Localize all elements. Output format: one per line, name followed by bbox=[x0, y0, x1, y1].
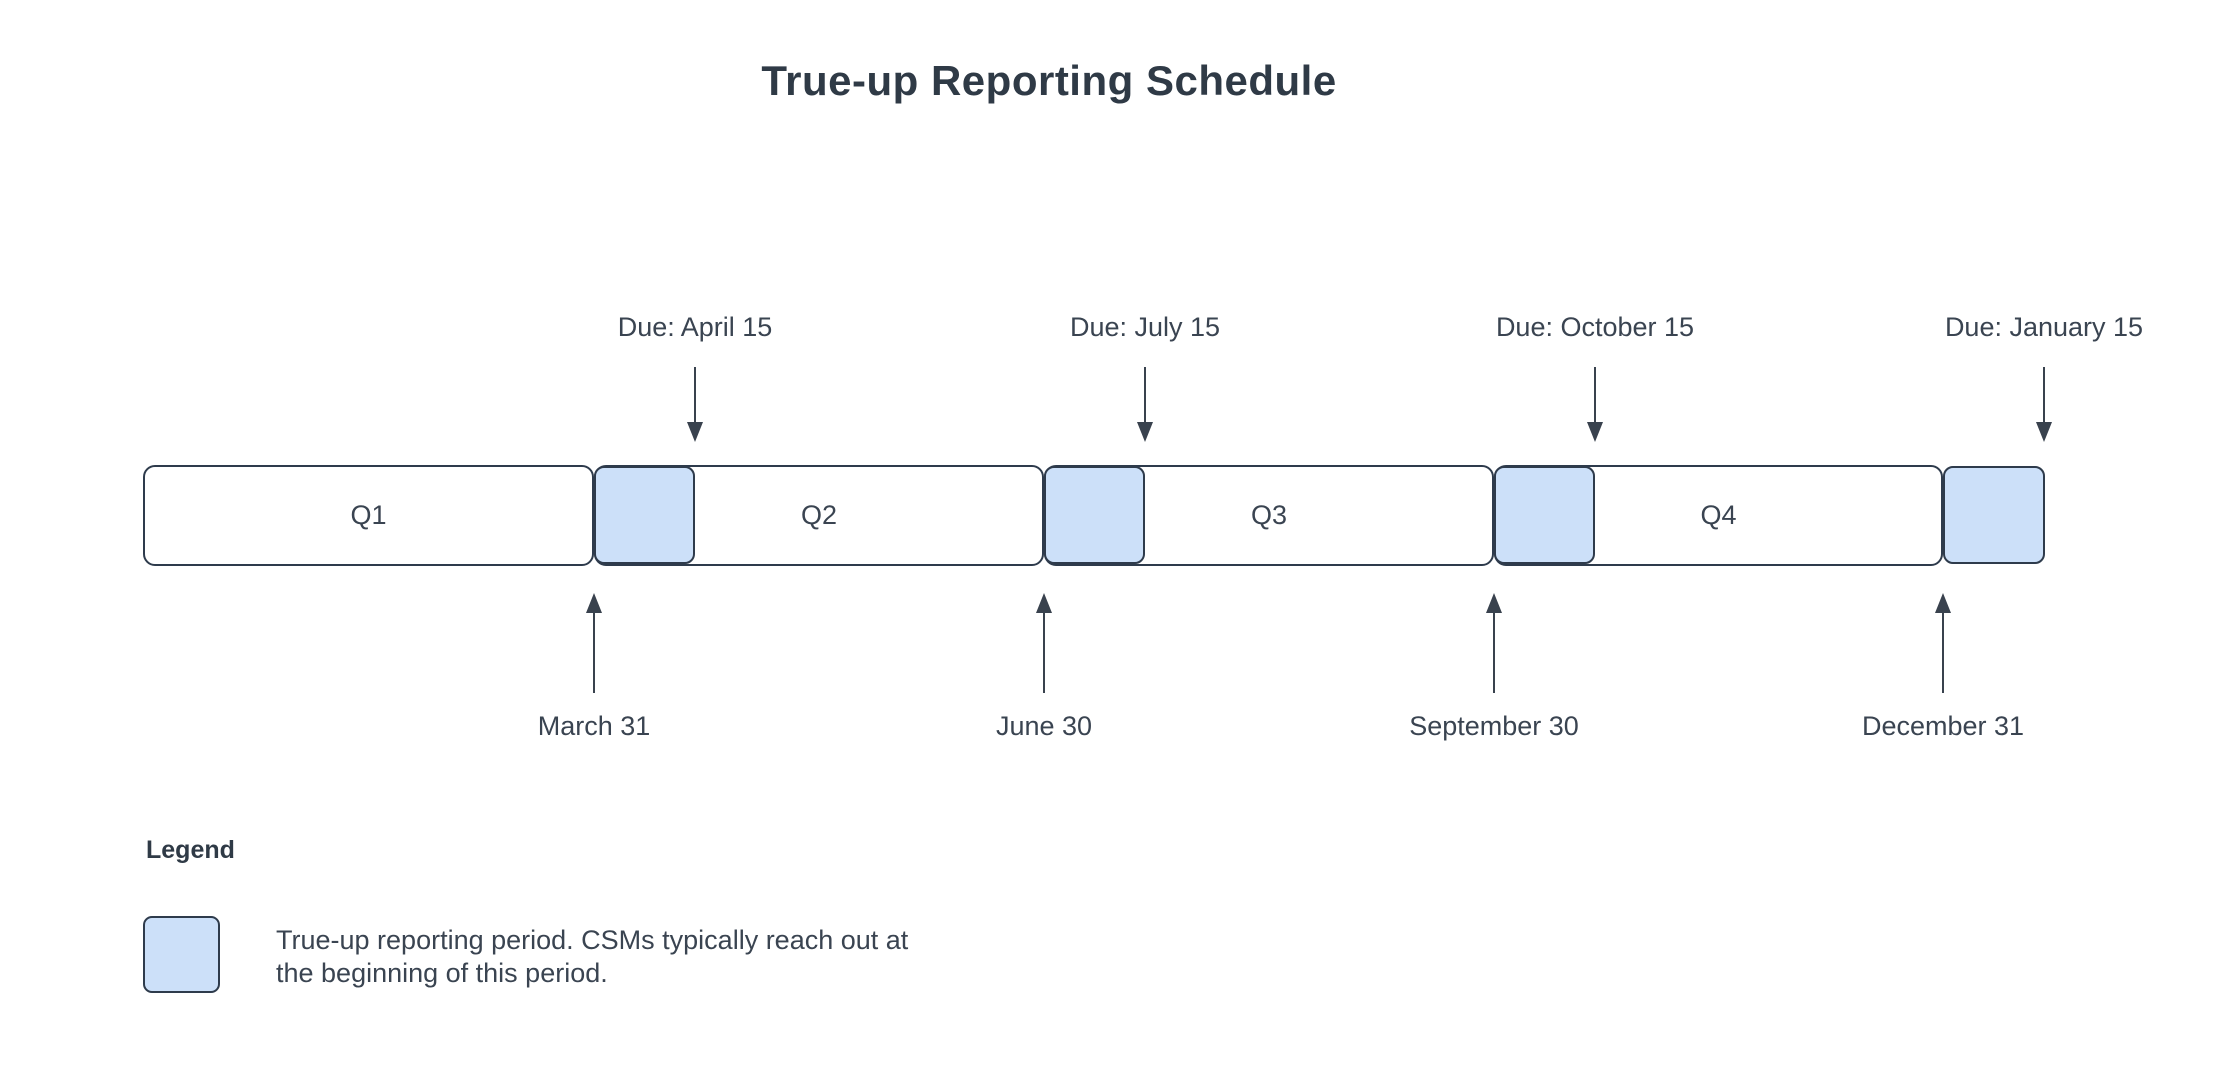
due-date-label-july: Due: July 15 bbox=[1069, 312, 1221, 342]
trueup-period-box-q4 bbox=[1943, 466, 2045, 564]
down-arrow-icon bbox=[1587, 422, 1603, 442]
trueup-period-box-q1 bbox=[594, 466, 695, 564]
quarter-label-q3: Q3 bbox=[1250, 500, 1288, 530]
up-arrow-icon bbox=[1486, 593, 1502, 613]
due-date-label-october: Due: October 15 bbox=[1495, 312, 1695, 342]
quarter-end-label-september: September 30 bbox=[1409, 711, 1579, 741]
quarter-end-label-june: June 30 bbox=[995, 711, 1093, 741]
down-arrow-icon bbox=[1137, 422, 1153, 442]
trueup-period-box-q2 bbox=[1044, 466, 1145, 564]
due-date-label-april: Due: April 15 bbox=[617, 312, 773, 342]
up-arrow-icon bbox=[1935, 593, 1951, 613]
down-arrow-line bbox=[1144, 367, 1146, 422]
quarter-label-q2: Q2 bbox=[800, 500, 838, 530]
page-title: True-up Reporting Schedule bbox=[761, 57, 1337, 104]
legend-description-line1: True-up reporting period. CSMs typically… bbox=[276, 925, 909, 955]
trueup-period-box-q3 bbox=[1494, 466, 1595, 564]
up-arrow-icon bbox=[1036, 593, 1052, 613]
up-arrow-icon bbox=[586, 593, 602, 613]
down-arrow-line bbox=[2043, 367, 2045, 422]
quarter-box-q1: Q1 bbox=[143, 465, 594, 566]
quarter-label-q1: Q1 bbox=[350, 500, 387, 530]
down-arrow-icon bbox=[687, 422, 703, 442]
down-arrow-line bbox=[1594, 367, 1596, 422]
down-arrow-icon bbox=[2036, 422, 2052, 442]
quarter-end-label-december: December 31 bbox=[1861, 711, 2025, 741]
legend-description: True-up reporting period. CSMs typically… bbox=[276, 924, 908, 990]
up-arrow-line bbox=[1493, 612, 1495, 693]
legend-description-line2: the beginning of this period. bbox=[276, 958, 608, 988]
up-arrow-line bbox=[1043, 612, 1045, 693]
quarter-end-label-march: March 31 bbox=[537, 711, 651, 741]
due-date-label-january: Due: January 15 bbox=[1944, 312, 2144, 342]
legend-trueup-period-swatch bbox=[143, 916, 220, 993]
up-arrow-line bbox=[1942, 612, 1944, 693]
quarter-label-q4: Q4 bbox=[1700, 500, 1737, 530]
legend-heading: Legend bbox=[146, 836, 235, 864]
up-arrow-line bbox=[593, 612, 595, 693]
down-arrow-line bbox=[694, 367, 696, 422]
